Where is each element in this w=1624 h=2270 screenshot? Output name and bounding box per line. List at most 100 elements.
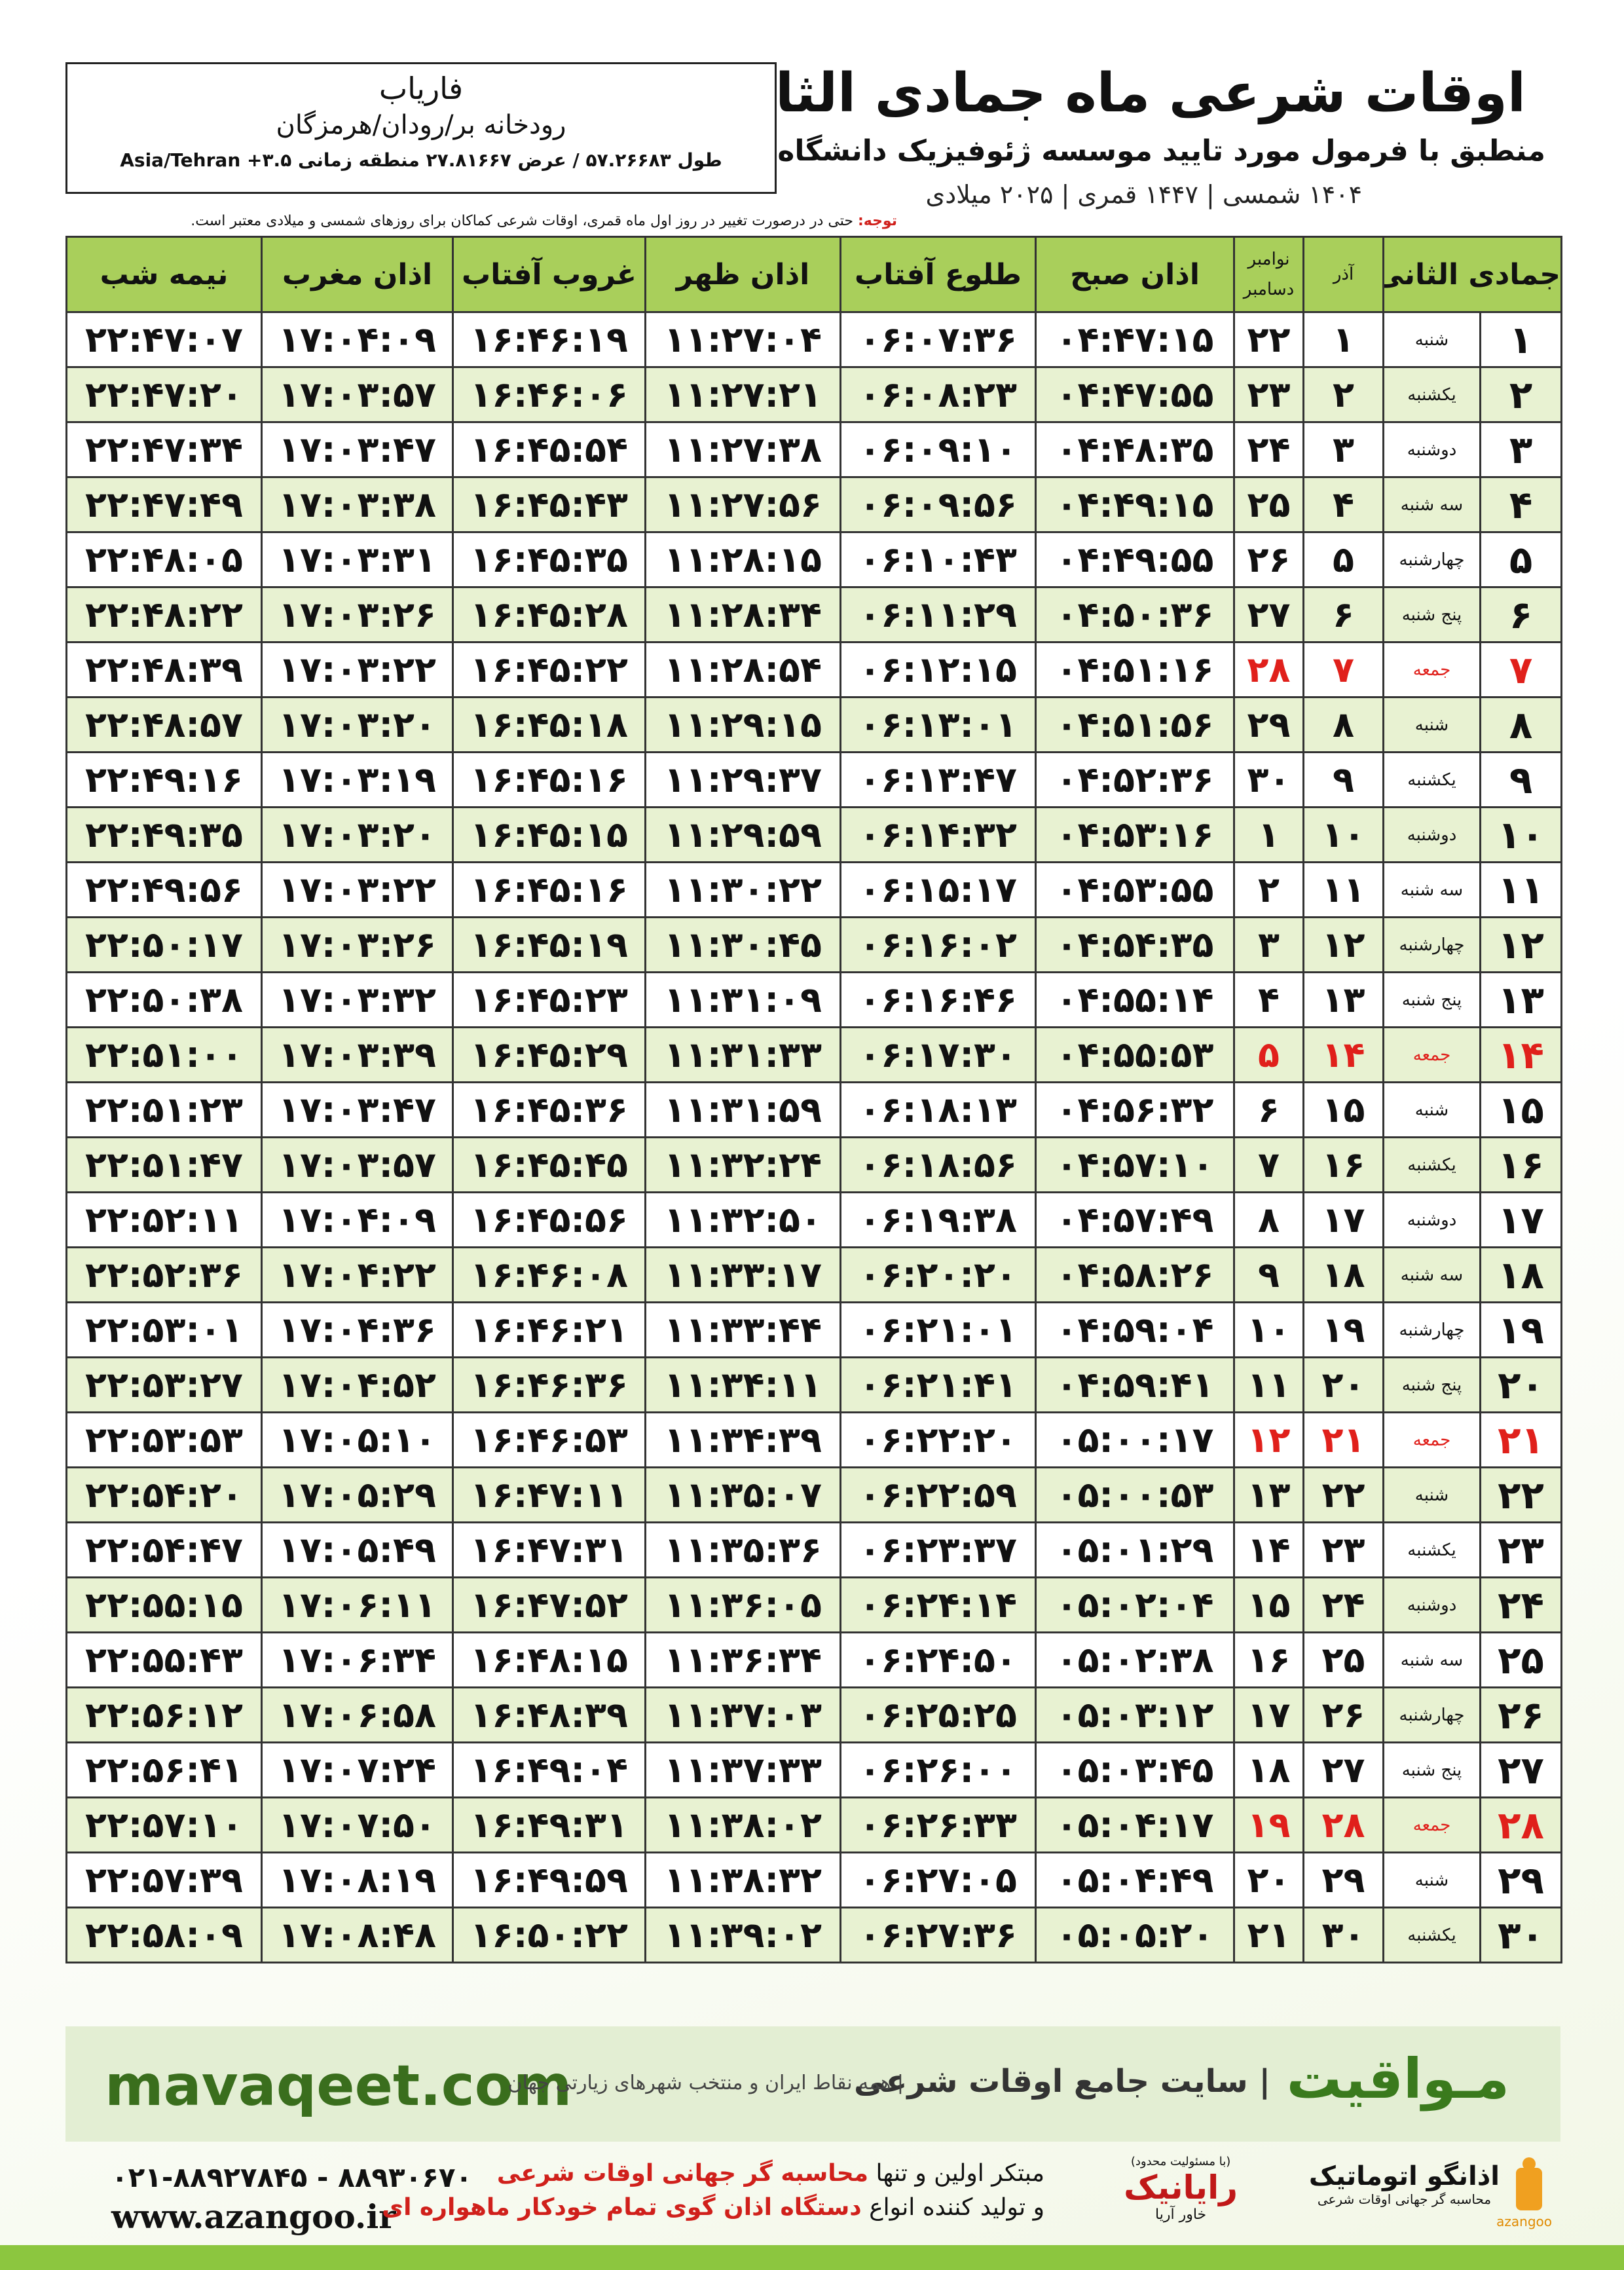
- web-url[interactable]: www.azangoo.ir: [111, 2197, 396, 2236]
- time-cell: ۰۶:۰۷:۳۶: [840, 311, 1037, 368]
- slogan: | سایت جامع اوقات شرعی: [854, 2063, 1270, 2100]
- date-cell: دوشنبه: [1382, 1576, 1482, 1633]
- time-cell: ۱۱:۳۴:۱۱: [644, 1356, 841, 1413]
- logo-name: اذانگو اتوماتیک: [1308, 2161, 1500, 2191]
- time-cell: ۰۴:۵۱:۱۶: [1035, 641, 1235, 698]
- time-cell: ۲۲:۵۵:۴۳: [65, 1631, 263, 1688]
- date-cell: دوشنبه: [1382, 806, 1482, 863]
- promo-text: و تولید کننده انواع: [869, 2194, 1044, 2221]
- time-cell: ۱۱:۲۸:۵۴: [644, 641, 841, 698]
- title: اوقات شرعی ماه جمادی الثانی: [701, 62, 1526, 124]
- header-cell: جمادی الثانی: [1382, 236, 1563, 313]
- date-cell: ۸: [1302, 696, 1384, 753]
- time-cell: ۲۲:۵۳:۲۷: [65, 1356, 263, 1413]
- date-cell: ۳: [1479, 421, 1563, 478]
- time-cell: ۰۶:۱۴:۳۲: [840, 806, 1037, 863]
- time-cell: ۱۶:۴۵:۱۶: [452, 751, 646, 808]
- header-cell: غروب آفتاب: [452, 236, 646, 313]
- time-cell: ۱۱:۳۸:۳۲: [644, 1851, 841, 1908]
- date-cell: ۱۷: [1302, 1191, 1384, 1248]
- slogan-secondary: | همه نقاط ایران و منتخب شهرهای زیارتی ج…: [507, 2072, 904, 2094]
- time-cell: ۰۶:۱۵:۱۷: [840, 861, 1037, 918]
- time-cell: ۱۶:۴۶:۲۱: [452, 1301, 646, 1358]
- time-cell: ۱۶:۴۵:۲۳: [452, 971, 646, 1028]
- table-row: ۹ یکشنبه ۹ ۳۰ ۰۴:۵۲:۳۶ ۰۶:۱۳:۴۷ ۱۱:۲۹:۳۷ ۱۶:۴۵:…: [65, 751, 1563, 808]
- date-cell: ۱۰: [1479, 806, 1563, 863]
- date-cell: ۱۳: [1479, 971, 1563, 1028]
- date-cell: ۲۸: [1479, 1796, 1563, 1853]
- time-cell: ۱۱:۳۳:۴۴: [644, 1301, 841, 1358]
- time-cell: ۱۷:۰۳:۳۱: [261, 531, 454, 588]
- table-row: ۴ سه شنبه ۴ ۲۵ ۰۴:۴۹:۱۵ ۰۶:۰۹:۵۶ ۱۱:۲۷:۵۶ ۱۶:۴۵…: [65, 476, 1563, 533]
- time-cell: ۰۶:۱۶:۰۲: [840, 916, 1037, 973]
- date-cell: یکشنبه: [1382, 1907, 1482, 1963]
- time-cell: ۲۲:۴۹:۳۵: [65, 806, 263, 863]
- time-cell: ۱۶:۴۷:۳۱: [452, 1521, 646, 1578]
- header-row: جمادی الثانی آذر نوامبر دسامبر اذان صبح طلوع …: [65, 236, 1563, 313]
- time-cell: ۱۱:۳۷:۰۳: [644, 1686, 841, 1743]
- time-cell: ۱۶:۴۵:۳۵: [452, 531, 646, 588]
- time-cell: ۰۵:۰۱:۲۹: [1035, 1521, 1235, 1578]
- date-cell: ۲۵: [1479, 1631, 1563, 1688]
- time-cell: ۱۶:۴۵:۵۴: [452, 421, 646, 478]
- promo-highlight: دستگاه اذان گوی تمام خودکار ماهواره ای: [382, 2194, 862, 2221]
- time-cell: ۰۴:۵۸:۲۶: [1035, 1246, 1235, 1303]
- time-cell: ۲۲:۵۱:۲۳: [65, 1081, 263, 1138]
- time-cell: ۱۷:۰۵:۲۹: [261, 1466, 454, 1523]
- date-cell: ۷: [1479, 641, 1563, 698]
- logo-rayanik: (با مسئولیت محدود) رایانیک خاور آریا: [1124, 2155, 1238, 2223]
- date-cell: ۶: [1233, 1081, 1304, 1138]
- date-cell: ۲۸: [1302, 1796, 1384, 1853]
- table-row: ۱۰ دوشنبه ۱۰ ۱ ۰۴:۵۳:۱۶ ۰۶:۱۴:۳۲ ۱۱:۲۹:۵۹ ۱۶:۴۵…: [65, 806, 1563, 863]
- logo-en: azangoo: [1496, 2214, 1552, 2229]
- time-cell: ۰۶:۲۴:۱۴: [840, 1576, 1037, 1633]
- time-cell: ۰۶:۱۳:۰۱: [840, 696, 1037, 753]
- dates: ۱۴۰۴ شمسی | ۱۴۴۷ قمری | ۲۰۲۵ میلادی: [925, 180, 1362, 209]
- date-cell: ۱۱: [1233, 1356, 1304, 1413]
- date-cell: ۲: [1302, 366, 1384, 423]
- time-cell: ۰۵:۰۳:۴۵: [1035, 1741, 1235, 1798]
- time-cell: ۱۱:۳۲:۲۴: [644, 1136, 841, 1193]
- time-cell: ۰۶:۱۰:۴۳: [840, 531, 1037, 588]
- date-cell: ۶: [1302, 586, 1384, 643]
- time-cell: ۱۶:۴۶:۰۸: [452, 1246, 646, 1303]
- time-cell: ۰۶:۲۱:۴۱: [840, 1356, 1037, 1413]
- time-cell: ۰۴:۵۷:۴۹: [1035, 1191, 1235, 1248]
- time-cell: ۱۷:۰۳:۵۷: [261, 1136, 454, 1193]
- time-cell: ۲۲:۴۸:۳۹: [65, 641, 263, 698]
- time-cell: ۰۵:۰۲:۳۸: [1035, 1631, 1235, 1688]
- header-cell: نیمه شب: [65, 236, 263, 313]
- date-cell: ۲: [1479, 366, 1563, 423]
- time-cell: ۰۵:۰۰:۵۳: [1035, 1466, 1235, 1523]
- time-cell: ۰۶:۱۸:۵۶: [840, 1136, 1037, 1193]
- time-cell: ۰۴:۴۹:۱۵: [1035, 476, 1235, 533]
- time-cell: ۱۶:۴۵:۱۶: [452, 861, 646, 918]
- date-cell: ۱۷: [1233, 1686, 1304, 1743]
- time-cell: ۲۲:۵۶:۱۲: [65, 1686, 263, 1743]
- bottom-bar: [0, 2245, 1624, 2270]
- date-cell: ۲۱: [1479, 1411, 1563, 1468]
- date-cell: سه شنبه: [1382, 1246, 1482, 1303]
- time-cell: ۱۶:۴۵:۲۲: [452, 641, 646, 698]
- time-cell: ۰۴:۵۳:۱۶: [1035, 806, 1235, 863]
- time-cell: ۱۷:۰۴:۰۹: [261, 1191, 454, 1248]
- time-cell: ۲۲:۵۶:۴۱: [65, 1741, 263, 1798]
- date-cell: شنبه: [1382, 1851, 1482, 1908]
- time-cell: ۲۲:۴۹:۵۶: [65, 861, 263, 918]
- time-cell: ۱۷:۰۳:۱۹: [261, 751, 454, 808]
- time-cell: ۰۵:۰۴:۴۹: [1035, 1851, 1235, 1908]
- logo-azangoo: اذانگو اتوماتیک محاسبه گر جهانی اوقات شر…: [1309, 2155, 1552, 2229]
- time-cell: ۲۲:۵۸:۰۹: [65, 1907, 263, 1963]
- date-cell: سه شنبه: [1382, 1631, 1482, 1688]
- time-cell: ۱۱:۳۵:۳۶: [644, 1521, 841, 1578]
- time-cell: ۱۷:۰۳:۲۶: [261, 916, 454, 973]
- header-cell: اذان ظهر: [644, 236, 841, 313]
- time-cell: ۲۲:۵۷:۳۹: [65, 1851, 263, 1908]
- date-cell: ۲۴: [1302, 1576, 1384, 1633]
- table-row: ۳۰ یکشنبه ۳۰ ۲۱ ۰۵:۰۵:۲۰ ۰۶:۲۷:۳۶ ۱۱:۳۹:۰۲ ۱۶:۵…: [65, 1907, 1563, 1963]
- table-row: ۲۰ پنج شنبه ۲۰ ۱۱ ۰۴:۵۹:۴۱ ۰۶:۲۱:۴۱ ۱۱:۳۴:۱۱ ۱۶…: [65, 1356, 1563, 1413]
- time-cell: ۱۷:۰۴:۰۹: [261, 311, 454, 368]
- site-url[interactable]: mavaqeet.com: [105, 2053, 572, 2119]
- date-cell: ۱۸: [1302, 1246, 1384, 1303]
- time-cell: ۱۱:۳۶:۰۵: [644, 1576, 841, 1633]
